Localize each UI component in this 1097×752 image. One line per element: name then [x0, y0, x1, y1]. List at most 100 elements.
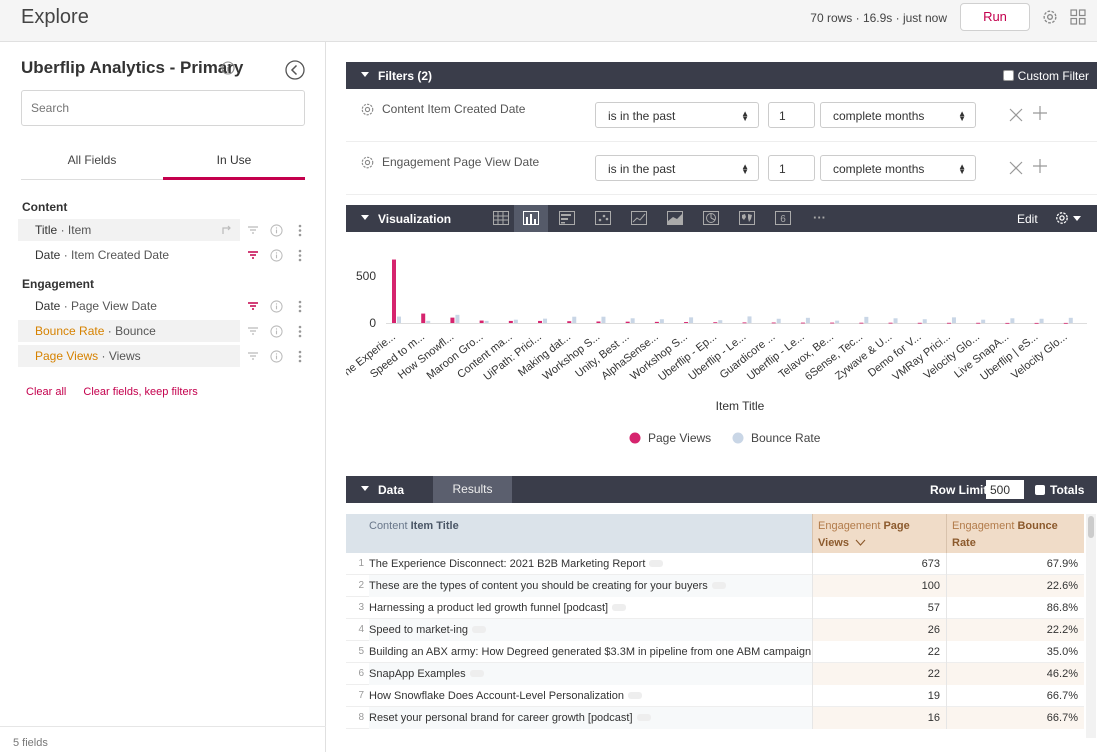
field-search-input[interactable] [21, 90, 305, 126]
filter-active-icon[interactable] [247, 300, 259, 312]
column-header-bounce-rate[interactable]: Engagement Bounce Rate [946, 514, 1084, 553]
totals-toggle[interactable]: Totals [1035, 483, 1084, 497]
cell-bounce-rate[interactable]: 67.9% [946, 553, 1084, 575]
filter-icon[interactable] [247, 224, 259, 236]
visualization-header[interactable]: Visualization 6 ··· Edit [346, 205, 1097, 232]
cell-page-views[interactable]: 16 [812, 707, 946, 729]
cell-page-views[interactable]: 22 [812, 641, 946, 663]
sort-desc-icon[interactable] [855, 539, 866, 546]
filter-unit-select[interactable]: complete months ▲ ▼ [820, 102, 976, 128]
filter-active-icon[interactable] [247, 249, 259, 261]
cell-page-views[interactable]: 673 [812, 553, 946, 575]
table-vis-icon[interactable] [484, 205, 518, 232]
collapse-caret-icon[interactable] [361, 215, 369, 220]
cell-item-title[interactable]: How Snowflake Does Account-Level Persona… [369, 685, 812, 707]
scrollbar-thumb[interactable] [1088, 516, 1094, 538]
table-row[interactable]: 1 The Experience Disconnect: 2021 B2B Mar… [346, 553, 1084, 575]
cell-bounce-rate[interactable]: 66.7% [946, 707, 1084, 729]
more-horizontal-icon[interactable] [649, 560, 664, 567]
table-row[interactable]: 4 Speed to market-ing 26 22.2% [346, 619, 1084, 641]
more-vertical-icon[interactable] [298, 249, 302, 262]
info-icon[interactable] [270, 350, 283, 363]
gear-icon[interactable] [1041, 8, 1059, 26]
custom-filter-toggle[interactable]: Custom Filter [1002, 69, 1089, 83]
more-horizontal-icon[interactable] [472, 626, 487, 633]
single-value-vis-icon[interactable]: 6 [766, 205, 800, 232]
filter-icon[interactable] [247, 350, 259, 362]
cell-item-title[interactable]: These are the types of content you shoul… [369, 575, 812, 597]
collapse-caret-icon[interactable] [361, 486, 369, 491]
checkbox[interactable] [1035, 485, 1045, 495]
field-date-page-view[interactable]: Date · Page View Date [35, 299, 157, 313]
plus-icon[interactable] [1033, 106, 1047, 120]
cell-bounce-rate[interactable]: 35.0% [946, 641, 1084, 663]
cell-item-title[interactable]: The Experience Disconnect: 2021 B2B Mark… [369, 553, 812, 575]
map-vis-icon[interactable] [730, 205, 764, 232]
plus-icon[interactable] [1033, 159, 1047, 173]
more-vertical-icon[interactable] [298, 325, 302, 338]
cell-page-views[interactable]: 22 [812, 663, 946, 685]
filters-header[interactable]: Filters (2) Custom Filter [346, 62, 1097, 89]
cell-item-title[interactable]: SnapApp Examples [369, 663, 812, 685]
tab-all-fields[interactable]: All Fields [21, 148, 163, 180]
more-vertical-icon[interactable] [298, 224, 302, 237]
checkbox[interactable] [1002, 70, 1014, 81]
line-vis-icon[interactable] [622, 205, 656, 232]
filter-icon[interactable] [247, 325, 259, 337]
cell-bounce-rate[interactable]: 22.2% [946, 619, 1084, 641]
more-vis-types-icon[interactable]: ··· [813, 210, 826, 225]
filter-operator-select[interactable]: is in the past ▲ ▼ [595, 155, 759, 181]
filter-unit-select[interactable]: complete months ▲ ▼ [820, 155, 976, 181]
clear-all-link[interactable]: Clear all [26, 386, 67, 398]
more-horizontal-icon[interactable] [612, 604, 627, 611]
cell-bounce-rate[interactable]: 66.7% [946, 685, 1084, 707]
gear-icon[interactable] [360, 102, 375, 117]
tab-results[interactable]: Results [433, 476, 512, 503]
gear-icon[interactable] [1054, 210, 1070, 226]
cell-page-views[interactable]: 19 [812, 685, 946, 707]
close-icon[interactable] [1009, 161, 1023, 175]
cell-item-title[interactable]: Reset your personal brand for career gro… [369, 707, 812, 729]
clear-fields-link[interactable]: Clear fields, keep filters [83, 386, 198, 398]
row-limit-input[interactable]: 500 [986, 480, 1024, 499]
info-icon[interactable] [270, 300, 283, 313]
field-page-views[interactable]: Page Views · Views [18, 345, 240, 367]
table-row[interactable]: 3 Harnessing a product led growth funnel … [346, 597, 1084, 619]
cell-bounce-rate[interactable]: 46.2% [946, 663, 1084, 685]
table-scrollbar[interactable] [1086, 514, 1096, 738]
collapse-panel-icon[interactable] [285, 60, 305, 80]
more-horizontal-icon[interactable] [627, 692, 642, 699]
more-horizontal-icon[interactable] [711, 582, 726, 589]
bar-vis-icon[interactable] [550, 205, 584, 232]
filter-operator-select[interactable]: is in the past ▲ ▼ [595, 102, 759, 128]
field-title-item[interactable]: Title · Item [18, 219, 240, 241]
info-icon[interactable] [270, 325, 283, 338]
chevron-down-icon[interactable] [1073, 216, 1081, 221]
field-date-item-created[interactable]: Date · Item Created Date [35, 248, 170, 262]
more-horizontal-icon[interactable] [636, 714, 651, 721]
edit-vis-button[interactable]: Edit [1017, 212, 1038, 226]
info-icon[interactable] [270, 249, 283, 262]
cell-item-title[interactable]: Speed to market-ing [369, 619, 812, 641]
cell-bounce-rate[interactable]: 86.8% [946, 597, 1084, 619]
collapse-caret-icon[interactable] [361, 72, 369, 77]
table-row[interactable]: 5 Building an ABX army: How Degreed gener… [346, 641, 1084, 663]
pie-vis-icon[interactable] [694, 205, 728, 232]
gear-icon[interactable] [360, 155, 375, 170]
run-button[interactable]: Run [960, 3, 1030, 31]
close-icon[interactable] [1009, 108, 1023, 122]
more-vertical-icon[interactable] [298, 300, 302, 313]
info-icon[interactable] [221, 61, 235, 75]
cell-bounce-rate[interactable]: 22.6% [946, 575, 1084, 597]
cell-page-views[interactable]: 26 [812, 619, 946, 641]
data-header[interactable]: Data Results Row Limit 500 Totals [346, 476, 1097, 503]
table-row[interactable]: 2 These are the types of content you shou… [346, 575, 1084, 597]
area-vis-icon[interactable] [658, 205, 692, 232]
filter-value-input[interactable]: 1 [768, 102, 815, 128]
more-horizontal-icon[interactable] [469, 670, 484, 677]
tab-in-use[interactable]: In Use [163, 148, 305, 180]
field-bounce-rate[interactable]: Bounce Rate · Bounce [18, 320, 240, 342]
cell-item-title[interactable]: Building an ABX army: How Degreed genera… [369, 641, 812, 663]
column-vis-icon[interactable] [514, 205, 548, 232]
table-row[interactable]: 6 SnapApp Examples 22 46.2% [346, 663, 1084, 685]
